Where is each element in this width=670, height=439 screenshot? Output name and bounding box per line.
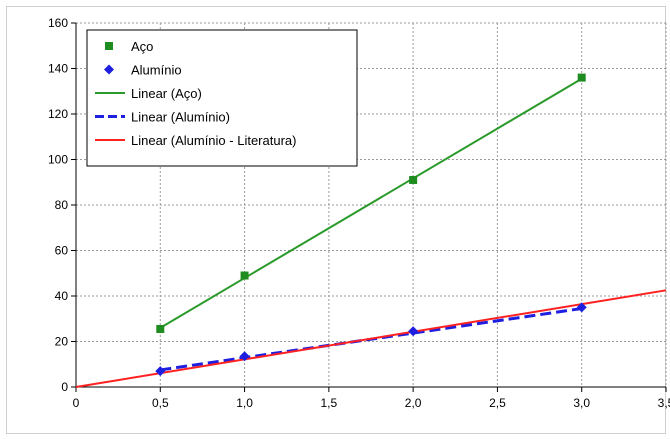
y-tick-label: 40 (55, 289, 69, 303)
data-point (156, 324, 165, 333)
legend-label: Linear (Alumínio) (131, 110, 230, 125)
data-point (577, 73, 586, 82)
legend-label: Aço (131, 39, 153, 54)
legend-label: Linear (Aço) (131, 86, 202, 101)
legend-label: Alumínio (131, 63, 182, 78)
y-tick-label: 120 (48, 107, 68, 121)
x-tick-label: 2,5 (489, 396, 506, 410)
data-point (409, 175, 418, 184)
x-tick-label: 1,5 (321, 396, 338, 410)
x-tick-label: 3,5 (658, 396, 670, 410)
legend: Aço Alumínio Linear (Aço) Linear (Alumínio)… (86, 29, 358, 167)
data-point (408, 326, 419, 337)
x-tick-label: 0,5 (152, 396, 169, 410)
data-point (239, 351, 250, 362)
x-tick-label: 2,0 (405, 396, 422, 410)
y-tick-label: 60 (55, 244, 69, 258)
series-line (159, 77, 583, 329)
series-line (75, 289, 667, 388)
legend-box (86, 29, 358, 167)
data-point (240, 271, 249, 280)
y-tick-label: 100 (48, 153, 68, 167)
y-tick-label: 140 (48, 62, 68, 76)
y-tick-label: 80 (55, 198, 69, 212)
y-tick-label: 0 (61, 380, 68, 394)
data-point (155, 366, 166, 377)
y-tick-label: 20 (55, 335, 69, 349)
x-tick-label: 1,0 (236, 396, 253, 410)
x-tick-label: 3,0 (573, 396, 590, 410)
axis-layer: 0 20 40 60 80 100 120 140 160 0 0,5 1,0 1,5 2,0 2,5 3,0… (48, 16, 670, 410)
x-tick-label: 0 (73, 396, 80, 410)
data-point (576, 302, 587, 313)
legend-swatch (104, 64, 114, 75)
y-tick-label: 160 (48, 16, 68, 30)
series-layer (75, 73, 667, 388)
legend-label: Linear (Alumínio - Literatura) (131, 133, 296, 148)
legend-swatch (105, 42, 113, 50)
